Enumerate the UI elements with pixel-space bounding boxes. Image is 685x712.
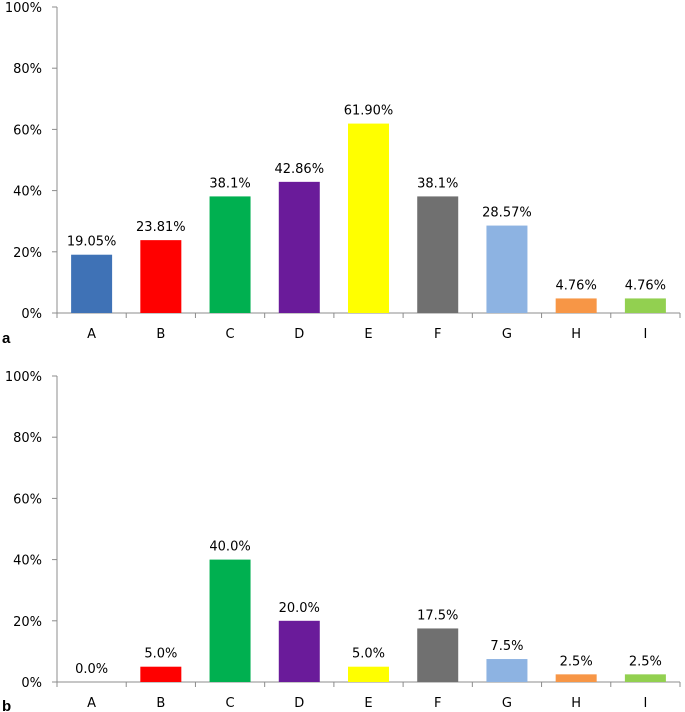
bar-E (348, 123, 389, 313)
y-tick-label: 100% (5, 1, 42, 16)
data-label-F: 38.1% (417, 176, 458, 191)
category-label-F: F (434, 696, 441, 711)
y-tick-label: 80% (13, 62, 42, 77)
panel-letter-a: a (2, 330, 11, 347)
bar-D (278, 181, 320, 313)
category-label-I: I (643, 327, 647, 342)
category-label-E: E (364, 327, 372, 342)
category-label-F: F (434, 327, 441, 342)
bar-G (486, 225, 528, 313)
data-label-D: 42.86% (274, 162, 324, 177)
category-label-I: I (643, 696, 647, 711)
data-label-E: 5.0% (352, 647, 385, 662)
chart-panel-b: b 0% 20% 40% 60% 80% 100% 0.0% A 5.0% B 40.0% C 20.0… (2, 370, 681, 712)
data-label-C: 40.0% (209, 540, 250, 555)
category-label-A: A (87, 327, 96, 342)
bar-I (624, 674, 666, 682)
data-label-D: 20.0% (279, 601, 320, 616)
data-label-F: 17.5% (417, 608, 458, 623)
data-label-B: 5.0% (144, 647, 177, 662)
category-label-C: C (226, 696, 235, 711)
category-label-E: E (364, 696, 372, 711)
category-label-H: H (571, 696, 581, 711)
data-label-E: 61.90% (344, 104, 394, 119)
y-tick-label: 40% (13, 554, 42, 569)
category-label-G: G (502, 327, 512, 342)
category-label-D: D (294, 327, 304, 342)
category-label-G: G (502, 696, 512, 711)
panel-letter-b: b (2, 698, 11, 712)
y-tick-label: 40% (13, 185, 42, 200)
data-label-G: 28.57% (482, 206, 532, 221)
bar-F (417, 196, 459, 313)
data-label-H: 4.76% (556, 278, 597, 293)
bar-E (348, 666, 389, 682)
y-tick-label: 20% (13, 246, 42, 261)
bar-C (209, 559, 251, 682)
y-tick-label: 80% (13, 431, 42, 446)
data-label-G: 7.5% (490, 639, 523, 654)
bar-H (555, 298, 597, 313)
y-tick-label: 20% (13, 615, 42, 630)
category-label-H: H (571, 327, 581, 342)
category-label-B: B (156, 327, 165, 342)
bar-H (555, 674, 597, 682)
data-label-A: 19.05% (67, 235, 117, 250)
bar-B (140, 240, 182, 313)
y-tick-label: 0% (21, 676, 42, 691)
bar-I (624, 298, 666, 313)
y-tick-label: 60% (13, 123, 42, 138)
data-label-I: 2.5% (629, 654, 662, 669)
y-tick-label: 60% (13, 492, 42, 507)
bar-D (278, 620, 320, 682)
data-label-B: 23.81% (136, 220, 186, 235)
y-tick-label: 100% (5, 370, 42, 385)
bar-G (486, 659, 528, 682)
category-label-A: A (87, 696, 96, 711)
data-label-I: 4.76% (625, 278, 666, 293)
chart-panel-a: a 0% 20% 40% 60% 80% 100% 19.05% A 23.81% B 38.1% C… (2, 1, 681, 347)
data-label-H: 2.5% (560, 654, 593, 669)
category-label-D: D (294, 696, 304, 711)
bar-B (140, 666, 182, 682)
category-label-C: C (226, 327, 235, 342)
data-label-C: 38.1% (209, 176, 250, 191)
data-label-A: 0.0% (75, 662, 108, 677)
bar-C (209, 196, 251, 313)
y-tick-label: 0% (21, 307, 42, 322)
bar-F (417, 628, 459, 682)
bar-A (71, 254, 113, 313)
category-label-B: B (156, 696, 165, 711)
